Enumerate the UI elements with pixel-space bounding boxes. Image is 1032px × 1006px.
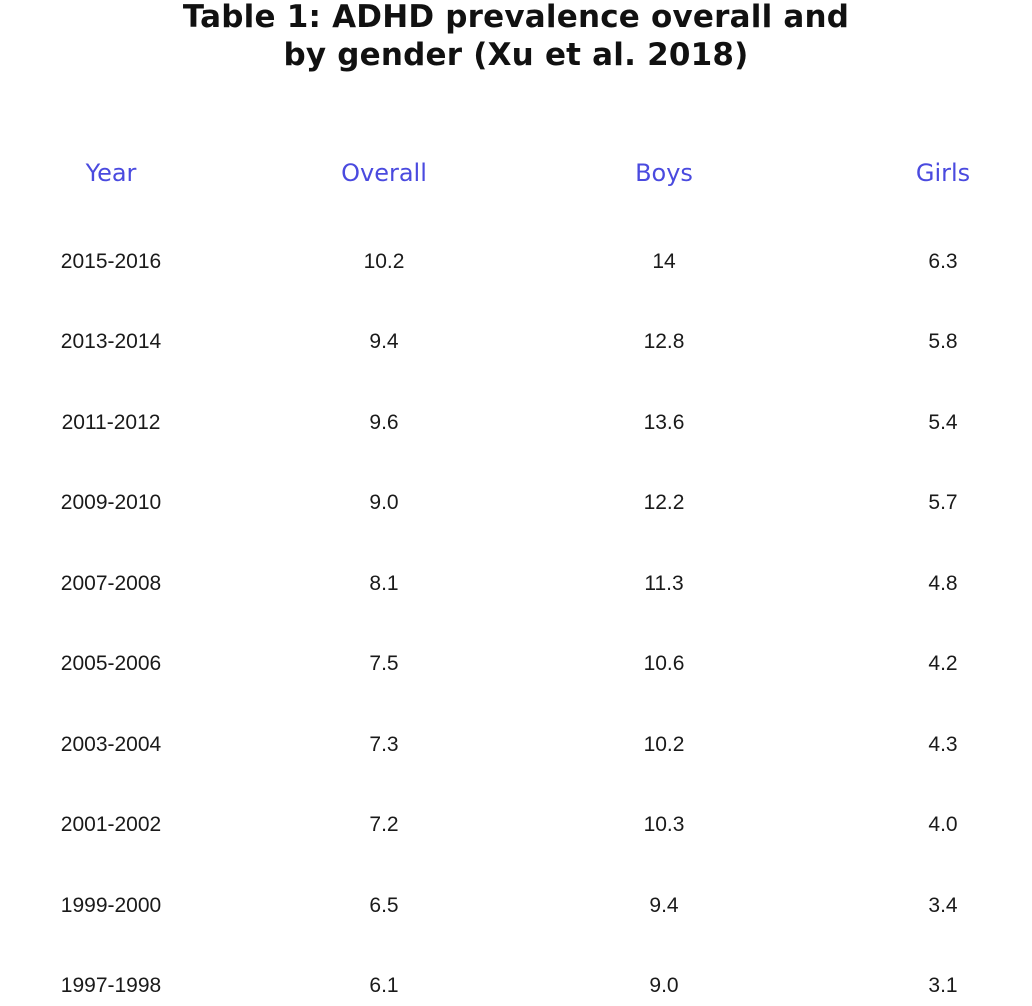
cell-year: 2015-2016 [60,250,162,273]
header-overall: Overall [341,159,427,187]
cell-boys: 11.3 [644,572,684,595]
cell-boys: 10.3 [643,813,685,836]
cell-girls: 3.4 [928,894,958,917]
cell-girls: 6.3 [928,250,958,273]
cell-boys: 9.0 [649,974,679,997]
cell-girls: 4.2 [928,652,958,675]
cell-overall: 9.0 [369,491,399,514]
cell-boys: 10.6 [643,652,685,675]
cell-year: 2011-2012 [61,411,161,434]
cell-overall: 9.6 [369,411,399,434]
cell-year: 1999-2000 [60,894,162,917]
cell-girls: 5.4 [928,411,958,434]
cell-boys: 12.2 [643,491,685,514]
cell-girls: 3.1 [928,974,958,997]
cell-boys: 12.8 [643,330,685,353]
cell-year: 2003-2004 [60,733,162,756]
cell-boys: 13.6 [643,411,685,434]
cell-year: 2009-2010 [60,491,162,514]
cell-year: 2001-2002 [60,813,162,836]
cell-overall: 10.2 [363,250,405,273]
cell-overall: 6.1 [369,974,399,997]
cell-boys: 10.2 [643,733,685,756]
cell-overall: 9.4 [369,330,399,353]
cell-overall: 7.5 [369,652,399,675]
table-title-line-1: Table 1: ADHD prevalence overall and [182,0,850,35]
header-boys: Boys [635,159,693,187]
header-girls: Girls [915,159,971,187]
cell-girls: 4.3 [928,733,958,756]
table-title-line-2: by gender (Xu et al. 2018) [283,37,749,73]
cell-overall: 7.2 [369,813,399,836]
cell-boys: 9.4 [649,894,679,917]
header-year: Year [85,159,137,187]
cell-year: 2007-2008 [60,572,162,595]
cell-overall: 6.5 [369,894,399,917]
cell-girls: 4.0 [928,813,958,836]
cell-girls: 5.7 [928,491,958,514]
cell-year: 2005-2006 [60,652,162,675]
cell-year: 1997-1998 [60,974,162,997]
cell-girls: 4.8 [928,572,958,595]
cell-overall: 7.3 [369,733,399,756]
cell-girls: 5.8 [928,330,958,353]
cell-boys: 14 [652,250,676,273]
cell-year: 2013-2014 [60,330,162,353]
cell-overall: 8.1 [369,572,399,595]
